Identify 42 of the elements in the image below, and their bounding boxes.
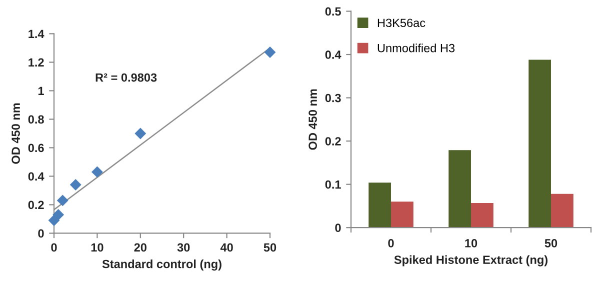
y-tick-label: 0.3: [325, 94, 341, 102]
bar: [528, 60, 551, 228]
annotation: R² = 0.9803: [96, 73, 157, 82]
point: [91, 166, 103, 178]
x-axis-title: Spiked Histone Extract (ng): [394, 255, 548, 266]
y-tick-label: 0.2: [325, 137, 341, 146]
x-tick-label: 0: [388, 239, 394, 248]
x-tick-label: 50: [264, 243, 276, 252]
bar: [391, 202, 414, 228]
y-tick-label: 0.4: [28, 172, 44, 181]
x-tick-label: 10: [465, 239, 478, 248]
bar: [448, 150, 471, 228]
x-tick-label: 20: [134, 243, 146, 252]
y-axis-title: OD 450 nm: [308, 89, 317, 150]
y-tick-label: 1: [38, 86, 44, 95]
x-tick-label: 10: [91, 243, 104, 252]
y-tick-label: 0.1: [325, 180, 341, 189]
y-tick-label: 0: [38, 229, 44, 238]
point: [56, 194, 68, 206]
bar: [551, 194, 574, 228]
y-axis-title: OD 450 nm: [12, 103, 20, 164]
legend-label: H3K56ac: [378, 18, 426, 28]
x-tick-label: 50: [544, 239, 558, 248]
x-tick-label: 0: [51, 243, 57, 252]
y-tick-label: 1.4: [28, 30, 44, 38]
y-tick-label: 1.2: [28, 58, 44, 66]
y-tick-label: 0.2: [28, 200, 44, 210]
bar: [368, 182, 391, 228]
legend-label: Unmodified H3: [378, 44, 455, 52]
point: [52, 208, 64, 220]
y-tick-label: 0.5: [325, 7, 341, 16]
y-tick-label: 0.8: [28, 115, 44, 124]
bar: [471, 202, 494, 228]
point: [70, 179, 82, 191]
x-axis-title: Standard control (ng): [102, 260, 222, 271]
y-tick-label: 0: [335, 224, 341, 232]
point: [264, 46, 276, 58]
point: [134, 128, 146, 140]
x-tick-label: 40: [220, 243, 233, 252]
y-tick-label: 0.6: [28, 144, 44, 152]
y-tick-label: 0.4: [325, 50, 342, 59]
x-tick-label: 30: [177, 243, 190, 252]
